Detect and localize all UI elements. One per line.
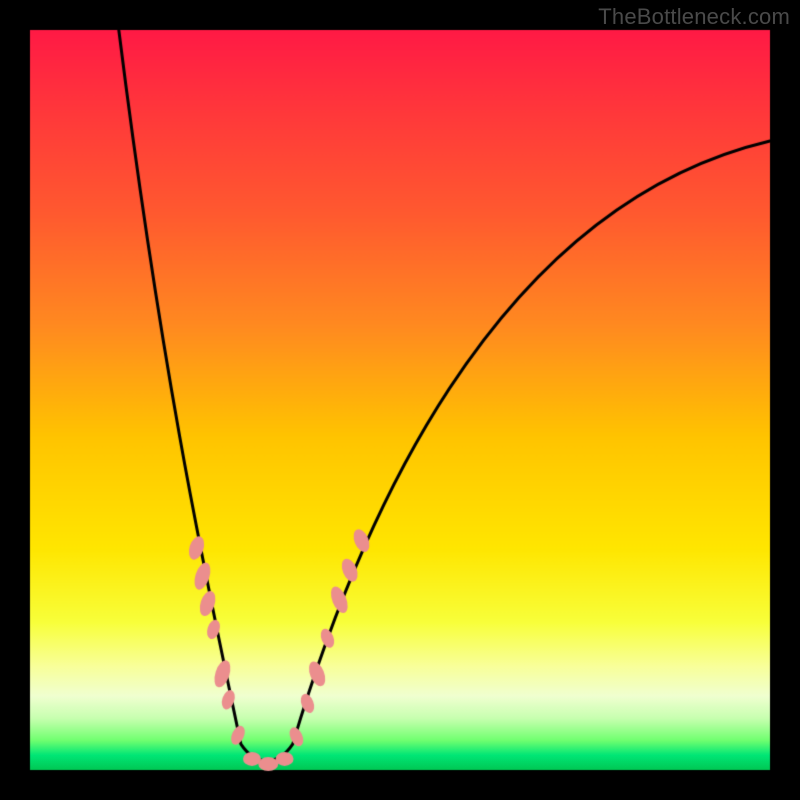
chart-container: TheBottleneck.com: [0, 0, 800, 800]
watermark-text: TheBottleneck.com: [598, 4, 790, 30]
bottleneck-curve: [0, 0, 800, 800]
